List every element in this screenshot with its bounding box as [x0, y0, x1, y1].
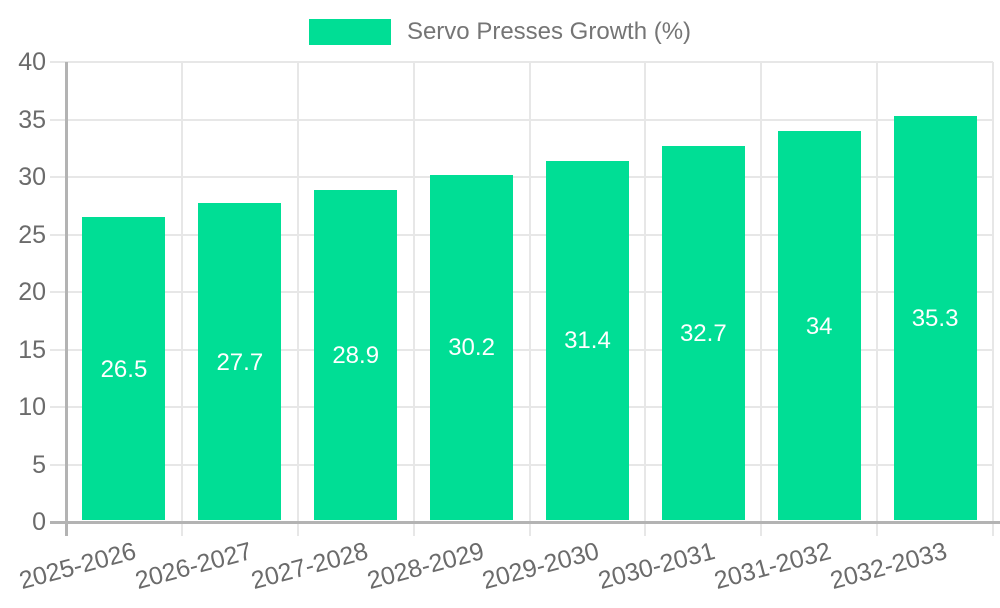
- bar[interactable]: [545, 160, 629, 520]
- bar-value-label: 35.3: [911, 305, 959, 333]
- bar[interactable]: [198, 203, 282, 520]
- v-gridline: [296, 62, 299, 536]
- y-axis-line: [65, 62, 68, 536]
- y-tick-label: 30: [18, 163, 46, 191]
- x-axis-line: [50, 521, 1000, 524]
- legend-swatch-icon: [308, 19, 391, 45]
- bar-value-label: 28.9: [332, 341, 380, 369]
- h-gridline: [50, 176, 993, 178]
- bar[interactable]: [430, 174, 514, 520]
- v-gridline: [528, 62, 531, 536]
- y-tick-label: 0: [32, 508, 46, 536]
- y-tick-label: 5: [32, 450, 46, 479]
- h-gridline: [50, 406, 993, 408]
- y-tick-label: 25: [18, 220, 46, 249]
- bar[interactable]: [314, 189, 398, 520]
- y-tick-label: 40: [18, 48, 46, 76]
- h-gridline: [50, 348, 993, 351]
- bar[interactable]: [893, 116, 977, 520]
- legend[interactable]: Servo Presses Growth (%): [0, 18, 1000, 46]
- bar-value-label: 32.7: [679, 319, 727, 347]
- bar[interactable]: [661, 145, 745, 520]
- h-gridline: [50, 233, 993, 236]
- v-gridline: [412, 62, 415, 536]
- y-tick-label: 10: [18, 393, 46, 421]
- h-gridline: [50, 118, 993, 121]
- v-gridline: [992, 62, 994, 536]
- h-gridline: [50, 61, 993, 63]
- v-gridline: [180, 62, 183, 536]
- bar[interactable]: [777, 131, 861, 520]
- y-tick-label: 35: [18, 105, 46, 134]
- v-gridline: [760, 62, 763, 536]
- y-tick-label: 15: [18, 335, 46, 364]
- bar[interactable]: [82, 217, 166, 520]
- bar-value-label: 34: [805, 312, 833, 340]
- bar-value-label: 31.4: [564, 327, 611, 355]
- bar-value-label: 30.2: [448, 334, 495, 362]
- y-tick-label: 20: [18, 278, 46, 306]
- bar-value-label: 27.7: [216, 348, 264, 376]
- h-gridline: [50, 291, 993, 293]
- legend-label: Servo Presses Growth (%): [406, 18, 692, 45]
- v-gridline: [876, 62, 879, 536]
- bar-value-label: 26.5: [100, 355, 148, 383]
- v-gridline: [644, 62, 647, 536]
- h-gridline: [50, 463, 993, 466]
